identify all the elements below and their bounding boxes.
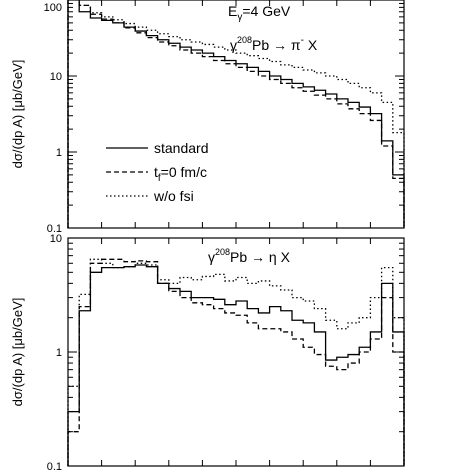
bottom-y-axis-label: dσ/(dp A) [μb/GeV] bbox=[10, 298, 25, 407]
legend-label-tf0: tf=0 fm/c bbox=[154, 164, 207, 184]
bottom-series-standard bbox=[67, 264, 405, 466]
top-energy-label: Eγ=4 GeV bbox=[228, 3, 291, 23]
top-y-tick-labels: 0.1 1 10 100 bbox=[44, 2, 62, 235]
top-y-tick-label: 1 bbox=[56, 147, 62, 159]
bottom-y-tick-labels: 0.1 1 10 bbox=[47, 233, 62, 473]
bottom-reaction-label: γ208Pb → η X bbox=[208, 247, 291, 265]
bottom-series bbox=[67, 258, 405, 466]
top-y-axis-label: dσ/(dp A) [μb/GeV] bbox=[10, 60, 25, 169]
top-y-tick-label: 100 bbox=[44, 2, 62, 14]
bottom-panel: 0.1 1 10 γ208Pb → η X bbox=[47, 233, 405, 473]
top-series bbox=[67, 0, 405, 228]
bottom-y-tick-label: 10 bbox=[50, 233, 62, 245]
top-series-wofsi bbox=[67, 0, 405, 228]
top-y-tick-label: 10 bbox=[50, 71, 62, 83]
bottom-series-wofsi bbox=[67, 258, 405, 466]
bottom-series-tf0 bbox=[67, 258, 405, 466]
bottom-y-tick-label: 0.1 bbox=[47, 461, 62, 473]
top-panel: 0.1 1 10 100 Eγ=4 GeV γ208Pb → π- X standar… bbox=[44, 0, 405, 235]
top-panel-frame bbox=[67, 0, 405, 229]
top-y-tick-label: 0.1 bbox=[47, 223, 62, 235]
legend-label-wofsi: w/o fsi bbox=[153, 188, 194, 204]
legend-label-standard: standard bbox=[154, 140, 208, 156]
top-reaction-label: γ208Pb → π- X bbox=[230, 35, 318, 53]
bottom-panel-frame bbox=[67, 237, 405, 467]
top-series-standard bbox=[67, 0, 405, 228]
bottom-y-tick-label: 1 bbox=[56, 347, 62, 359]
legend: standard tf=0 fm/c w/o fsi bbox=[106, 140, 208, 204]
bottom-y-ticks bbox=[67, 237, 405, 467]
top-y-ticks bbox=[67, 0, 405, 229]
top-series-tf0 bbox=[67, 0, 405, 228]
